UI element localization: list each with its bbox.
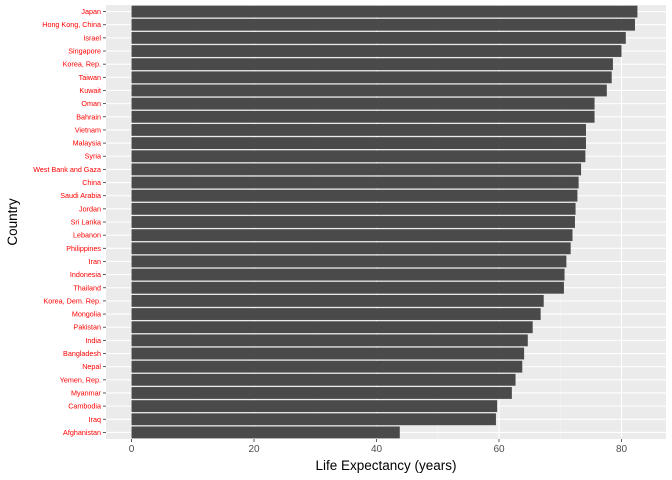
country-label: Yemen, Rep. (60, 375, 101, 384)
country-label: Jordan (79, 204, 101, 213)
bar (131, 268, 565, 281)
bar (131, 216, 575, 228)
bar (131, 97, 595, 110)
country-labels: Japan Hong Kong, China Israel Singapore Kore… (33, 7, 106, 437)
country-label: Philippines (66, 244, 101, 253)
country-label: Thailand (73, 283, 101, 292)
country-label: Syria (85, 152, 101, 161)
bar (131, 294, 544, 307)
bar (131, 45, 622, 57)
country-label: Lebanon (73, 231, 101, 240)
country-label: Pakistan (73, 323, 101, 332)
country-label: Iran (89, 257, 101, 266)
bar (131, 308, 541, 320)
country-label: India (85, 336, 101, 345)
bar (131, 426, 400, 439)
country-label: Saudi Arabia (60, 191, 101, 200)
country-label: Nepal (82, 362, 101, 371)
country-label: Vietnam (75, 125, 101, 134)
x-tick-label: 0 (129, 444, 135, 455)
bar (131, 150, 586, 163)
bars (131, 5, 638, 439)
bar (131, 176, 579, 189)
bar (131, 124, 586, 136)
country-label: Bahrain (76, 112, 101, 121)
x-tick-label: 80 (616, 444, 628, 455)
y-axis-title: Country (5, 198, 20, 246)
bar (131, 242, 571, 255)
bar (131, 400, 498, 413)
bar (131, 413, 496, 426)
country-label: Israel (83, 33, 101, 42)
country-label: Kuwait (79, 86, 101, 95)
country-label: Afghanistan (63, 428, 101, 437)
country-label: Japan (81, 7, 101, 16)
country-label: Taiwan (79, 73, 101, 82)
country-label: Sri Lanka (71, 218, 101, 227)
x-axis-title: Life Expectancy (years) (315, 458, 456, 473)
bar (131, 18, 635, 31)
bar (131, 71, 612, 84)
bar (131, 229, 573, 242)
country-label: Myanmar (71, 388, 102, 397)
country-label: Korea, Rep. (63, 60, 101, 69)
bar (131, 110, 595, 123)
bar (131, 321, 533, 334)
country-label: China (82, 178, 101, 187)
country-label: Bangladesh (63, 349, 101, 358)
bar (131, 31, 626, 44)
bar (131, 84, 607, 97)
bar (131, 137, 586, 150)
bar (131, 189, 578, 202)
country-label: Indonesia (70, 270, 101, 279)
country-label: Cambodia (68, 402, 101, 411)
bar (131, 281, 564, 294)
bar (131, 5, 638, 18)
bar (131, 334, 528, 347)
country-label: Mongolia (72, 310, 101, 319)
x-tick-label: 40 (371, 444, 383, 455)
country-label: Korea, Dem. Rep. (43, 296, 101, 305)
country-label: West Bank and Gaza (33, 165, 101, 174)
bar (131, 255, 567, 268)
bar (131, 58, 613, 71)
country-label: Iraq (89, 415, 101, 424)
bar (131, 347, 525, 360)
x-tick-label: 60 (493, 444, 505, 455)
bar (131, 360, 523, 373)
country-label: Oman (81, 99, 101, 108)
bar (131, 387, 512, 399)
bar (131, 202, 576, 215)
country-label: Singapore (68, 47, 101, 56)
country-label: Malaysia (73, 139, 101, 148)
country-label: Hong Kong, China (42, 20, 101, 29)
x-tick-label: 20 (248, 444, 260, 455)
x-axis-ticks: 0 20 40 60 80 (129, 439, 628, 455)
bar (131, 163, 582, 176)
bar (131, 373, 516, 386)
